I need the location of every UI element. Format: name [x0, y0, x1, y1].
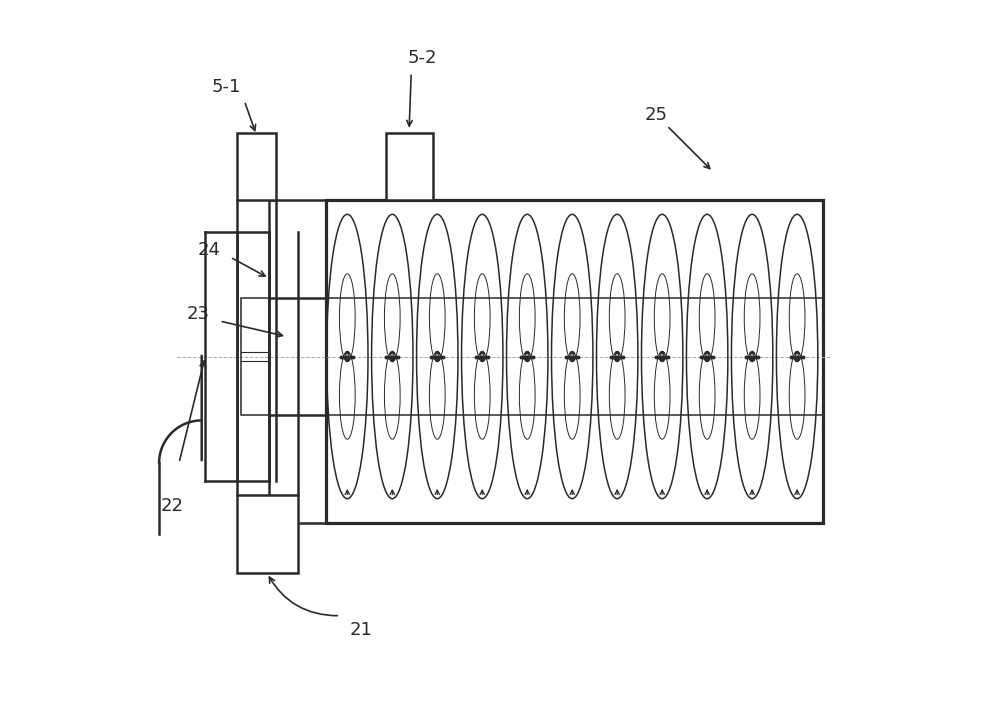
Text: 25: 25 [645, 106, 668, 124]
Text: 5-2: 5-2 [407, 49, 437, 67]
Bar [241, 298, 269, 415]
Text: 23: 23 [187, 305, 210, 323]
Text: 21: 21 [350, 621, 373, 639]
Text: 22: 22 [160, 497, 183, 515]
Bar [386, 133, 433, 200]
Text: 24: 24 [197, 241, 220, 259]
Bar [326, 200, 823, 523]
Text: 5-1: 5-1 [212, 78, 241, 96]
Bar [237, 133, 276, 200]
Bar [237, 495, 298, 573]
